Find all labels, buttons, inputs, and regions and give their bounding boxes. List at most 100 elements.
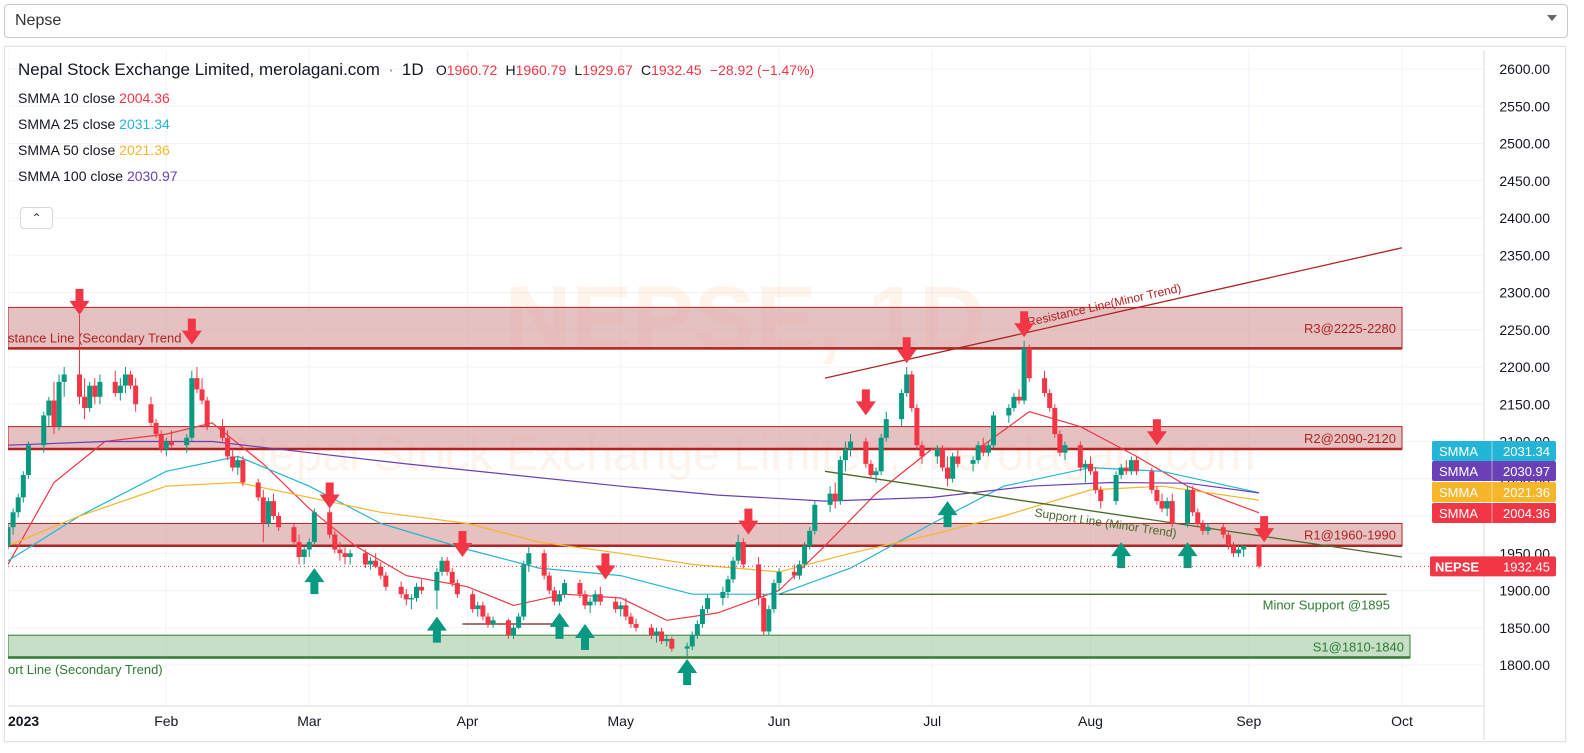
candle-body bbox=[791, 571, 797, 576]
candle-body bbox=[802, 545, 808, 565]
candle-body bbox=[899, 393, 905, 420]
indicator-label: SMMA 50 close bbox=[18, 142, 116, 158]
candle-body bbox=[689, 635, 695, 647]
candle-body bbox=[1016, 396, 1022, 401]
candle-body bbox=[684, 646, 690, 649]
candle bbox=[991, 411, 997, 449]
candle bbox=[883, 411, 889, 442]
chart-container[interactable] bbox=[4, 46, 1566, 742]
candle-body bbox=[740, 542, 746, 565]
candle bbox=[684, 642, 690, 657]
candle bbox=[1200, 519, 1206, 535]
candle bbox=[368, 556, 374, 570]
candle bbox=[1190, 486, 1196, 516]
candle bbox=[613, 597, 619, 613]
zone-label: R1@1960-1990 bbox=[1304, 528, 1396, 543]
candle bbox=[659, 627, 665, 645]
candle bbox=[332, 530, 338, 554]
candle-body bbox=[1062, 445, 1068, 453]
x-tick-label: Feb bbox=[154, 713, 178, 729]
candle bbox=[204, 396, 210, 431]
arrow-up-icon bbox=[1111, 542, 1132, 569]
arrow-up-icon bbox=[677, 659, 698, 686]
candle-body bbox=[20, 475, 26, 498]
candle-body bbox=[546, 575, 552, 591]
candle bbox=[97, 374, 103, 405]
candle bbox=[970, 456, 976, 472]
candle bbox=[20, 471, 26, 503]
candle bbox=[945, 456, 951, 487]
arrow-down-icon bbox=[1254, 516, 1275, 543]
candle-body bbox=[720, 591, 726, 598]
last-price-badge-value: 1932.45 bbox=[1503, 559, 1550, 574]
candle-body bbox=[301, 549, 307, 557]
y-tick-label: 2600.00 bbox=[1499, 61, 1550, 77]
candle bbox=[1159, 493, 1165, 513]
zone-box bbox=[8, 306, 1403, 349]
price-badge-label: SMMA bbox=[1439, 485, 1478, 500]
plot-area: NEPSE, 1DNepal Stock Exchange Limited, m… bbox=[8, 50, 1484, 706]
price-badge: SMMA 2021.36 bbox=[1432, 482, 1556, 502]
indicator-smma10[interactable]: SMMA 10 close 2004.36 bbox=[18, 90, 814, 106]
trend-line bbox=[824, 247, 1403, 379]
candle-body bbox=[327, 512, 333, 535]
candle bbox=[61, 367, 67, 397]
candle-body bbox=[991, 415, 997, 446]
arrow-down-icon bbox=[595, 553, 616, 580]
candle-body bbox=[133, 385, 139, 405]
candle bbox=[470, 590, 476, 613]
candle-body bbox=[919, 445, 925, 457]
candle bbox=[1205, 523, 1211, 535]
candle bbox=[740, 538, 746, 569]
candle bbox=[832, 482, 838, 509]
candle-body bbox=[556, 594, 562, 602]
price-badge-value: 2030.97 bbox=[1503, 464, 1550, 479]
candle-body bbox=[1047, 393, 1053, 408]
legend-collapse-button[interactable]: ⌃ bbox=[20, 207, 53, 229]
candle bbox=[562, 579, 568, 598]
indicator-smma50[interactable]: SMMA 50 close 2021.36 bbox=[18, 142, 814, 158]
candle bbox=[1256, 545, 1262, 569]
indicator-smma100[interactable]: SMMA 100 close 2030.97 bbox=[18, 168, 814, 184]
indicator-smma25[interactable]: SMMA 25 close 2031.34 bbox=[18, 116, 814, 132]
candle-body bbox=[756, 564, 762, 598]
candle bbox=[582, 590, 588, 610]
ma-line bbox=[8, 411, 1260, 621]
candle bbox=[837, 456, 843, 505]
x-tick-label: Jul bbox=[923, 713, 941, 729]
candle bbox=[730, 556, 736, 584]
candle bbox=[444, 556, 450, 576]
candle bbox=[699, 605, 705, 628]
candle bbox=[87, 381, 93, 412]
candle bbox=[1113, 471, 1119, 505]
candle bbox=[1195, 508, 1201, 528]
candle-body bbox=[970, 460, 976, 464]
candle bbox=[705, 594, 711, 613]
candle bbox=[194, 367, 200, 394]
symbol-title: Nepal Stock Exchange Limited, merolagani… bbox=[18, 60, 380, 79]
candle-body bbox=[618, 605, 624, 610]
candle-body bbox=[337, 549, 343, 554]
candle-body bbox=[1088, 463, 1094, 472]
candle bbox=[664, 635, 670, 647]
candle bbox=[485, 612, 491, 628]
candle-body bbox=[153, 422, 159, 435]
candle bbox=[725, 575, 731, 598]
indicator-value: 2031.34 bbox=[119, 116, 170, 132]
interval-label: 1D bbox=[401, 60, 424, 79]
candle-body bbox=[1026, 348, 1032, 379]
candle-body bbox=[761, 597, 767, 632]
candle bbox=[1011, 393, 1017, 412]
candle-body bbox=[1205, 527, 1211, 531]
symbol-select[interactable]: Nepse bbox=[4, 4, 1568, 38]
candle bbox=[148, 396, 154, 427]
candle-body bbox=[56, 381, 62, 427]
candle bbox=[587, 597, 593, 613]
x-tick-label: Jun bbox=[768, 713, 791, 729]
candle-body bbox=[653, 631, 659, 636]
candle-body bbox=[939, 448, 945, 468]
arrow-down-icon bbox=[738, 508, 759, 535]
price-badge-bg bbox=[1432, 482, 1556, 502]
candle-body bbox=[796, 564, 802, 576]
